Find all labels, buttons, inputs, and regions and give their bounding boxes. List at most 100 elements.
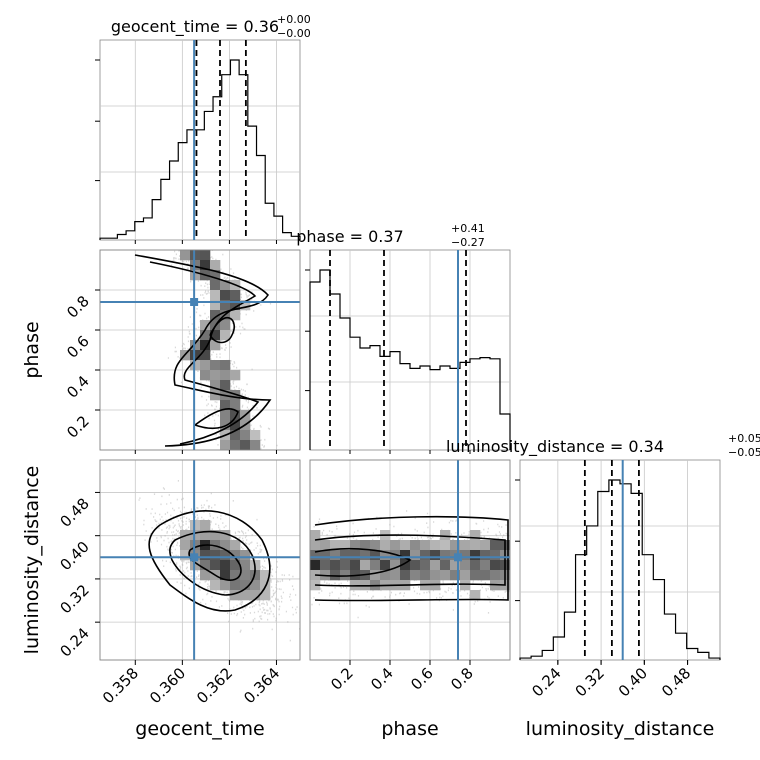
density-cell [340,550,351,561]
density-cell [240,440,251,450]
panel-content [100,250,300,450]
panel-border [99,459,301,661]
density-cell [210,530,221,541]
density-cell [200,560,211,571]
density-cell [220,440,231,450]
density-cell [260,570,271,581]
hist-panel-luminosity_distance: luminosity_distance = 0.34 +0.05−0.05 [446,432,760,661]
density-cell [240,300,251,311]
y-tick-label-phase: 0.2 [63,412,93,442]
density-cell [380,560,391,571]
panel-border [309,459,511,661]
x-axis-label-phase: phase [381,718,438,740]
density-cell [220,330,231,341]
truth-marker [190,298,199,306]
density-cell [330,540,341,551]
density-cell [220,540,231,551]
density-cell [230,440,241,450]
density-cell [240,570,251,581]
density-cell [250,440,261,450]
density-cell [490,540,501,551]
density-cell [230,560,241,571]
density-cell [430,560,441,571]
density-cell [340,560,351,571]
density-cell [240,430,251,441]
density-cell [200,520,211,531]
y-tick-label-luminosity_distance: 0.48 [56,495,92,531]
density-panel-geocent_time-phase [99,249,301,451]
contour-line-0 [314,515,509,602]
density-cell [310,550,321,561]
x-tick-label-luminosity_distance: 0.40 [615,664,651,700]
title-phase: phase = 0.37 [296,227,403,246]
density-cell [230,310,241,321]
x-tick-label-phase: 0.4 [367,664,397,694]
density-cell [320,550,331,561]
density-cell [430,550,441,561]
density-cell [370,560,381,571]
title-minus-geocent_time: −0.00 [277,27,311,40]
density-cell [220,400,231,411]
density-cell [230,400,241,411]
density-cell [210,280,221,291]
density-cell [210,550,221,561]
y-tick-label-phase: 0.8 [63,292,93,322]
density-cell [450,570,461,581]
density-cell [330,560,341,571]
density-cell [180,540,191,551]
density-cell [210,580,221,591]
density-cell [310,540,321,551]
density-cell [320,540,331,551]
density-cell [210,340,221,351]
y-tick-label-phase: 0.6 [63,332,93,362]
contour-line-1 [169,530,256,596]
title-minus-phase: −0.27 [451,236,485,249]
density-cell [410,550,421,561]
density-cell [350,540,361,551]
contour-line-2 [194,316,239,429]
y-axis-label-phase: phase [21,321,43,378]
x-tick-label-luminosity_distance: 0.24 [528,664,564,700]
density-cell [200,250,211,261]
density-cell [230,580,241,591]
density-cell [240,550,251,561]
density-cell [320,560,331,571]
x-tick-label-geocent_time: 0.358 [99,664,142,707]
density-cell [390,570,401,581]
density-cell [310,560,321,571]
density-cell [480,560,491,571]
contour-line-0 [134,254,272,447]
density-cell [200,530,211,541]
density-cell [460,570,471,581]
density-cell [350,560,361,571]
density-cell [430,570,441,581]
density-cell [210,560,221,571]
density-cell [240,590,251,601]
density-cell [230,570,241,581]
hist-frame-luminosity_distance [519,459,721,661]
x-tick-label-geocent_time: 0.364 [240,664,283,707]
density-cell [210,390,221,401]
density-cell [200,320,211,331]
density-cell [220,380,231,391]
title-plus-phase: +0.41 [451,222,485,235]
density-cell [470,590,481,601]
density-cell [190,250,201,261]
density-cell [340,540,351,551]
histogram-phase [309,269,511,450]
density-cell [330,550,341,561]
density-cell [400,570,411,581]
density-cell [210,260,221,271]
density-cell [190,260,201,271]
density-cell [470,550,481,561]
density-cell [210,300,221,311]
density-cell [240,560,251,571]
density-cell [220,560,231,571]
density-cell [190,540,201,551]
density-cell [220,580,231,591]
y-axis-label-luminosity_distance: luminosity_distance [21,466,43,655]
density-cell [370,540,381,551]
density-cell [190,520,201,531]
density-panel-geocent_time-luminosity_distance [99,459,301,661]
hist-panel-phase: phase = 0.37 +0.41−0.27 [296,222,511,451]
